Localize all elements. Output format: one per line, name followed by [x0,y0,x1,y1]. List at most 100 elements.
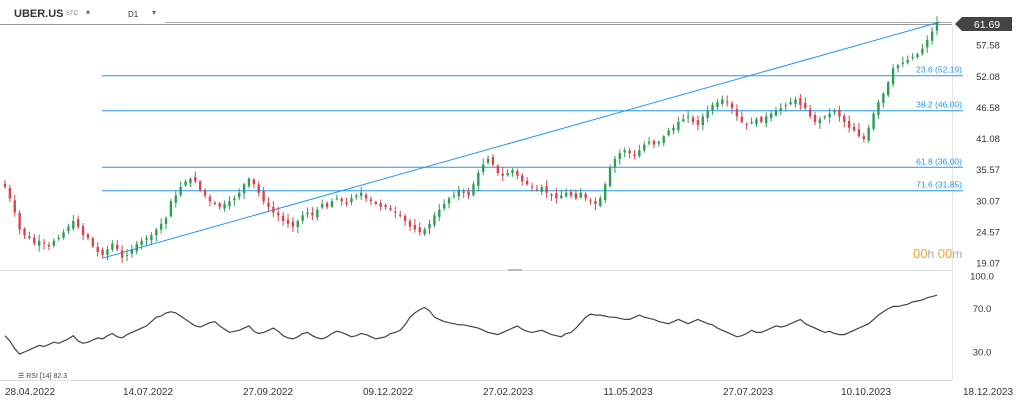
rsi-tick-label: 100.0 [970,272,994,283]
candle-body [852,126,856,131]
candle-body [320,204,324,208]
candle-body [799,98,802,106]
candle-body [647,141,651,144]
trend-line[interactable] [101,21,941,259]
rsi-pane: 100.0 70.0 30.0 [4,272,994,358]
candle-body [574,193,578,199]
candle-body [23,228,26,236]
candle-body [306,212,309,215]
candle-body [686,116,690,118]
candle-body [447,198,451,204]
timer-hours-unit: h [927,247,935,261]
candle-body [28,236,31,238]
candle-body [652,140,656,145]
candle-body [613,158,617,168]
candle-body [228,201,231,207]
candle-body [477,172,480,186]
candle-body [701,116,704,126]
symbol-type: STC [66,11,78,17]
candle-body [111,243,114,250]
candle-body [33,237,36,244]
candle-body [67,226,70,232]
candle-body [843,116,846,123]
timeframe-dropdown-icon[interactable]: ▾ [152,8,157,17]
candle-body [521,175,524,182]
candle-body [364,194,368,199]
candle-body [101,250,104,255]
timer-minutes: 00 [937,246,953,261]
candle-body [267,202,270,207]
candle-body [47,245,51,247]
symbol-dropdown-icon[interactable]: ▾ [86,8,91,17]
candle-body [891,68,895,85]
candle-body [599,198,602,206]
fibonacci-retracement[interactable]: 23.6 (52.19) 38.2 (46.00) 61.8 (36.00) 71.6… [102,22,963,192]
candle-body [81,226,85,236]
candle-body [921,48,924,54]
candle-body [901,62,905,64]
candle-body [145,237,148,240]
candle-body [76,219,80,227]
candle-body [808,109,812,117]
candle-body [769,113,773,119]
candle-body [833,110,836,113]
candle-body [389,208,392,210]
candle-body [930,31,934,41]
candle-body [296,220,299,227]
candle-body [408,221,412,227]
symbol-label[interactable]: UBER.US [14,8,64,20]
rsi-legend[interactable]: ☰ RSI [14] 82.3 [18,372,67,380]
candle-body [735,109,739,117]
candle-body [350,198,353,203]
candle-body [847,120,851,128]
candle-body [716,102,719,107]
candle-body [374,201,378,205]
candle-body [164,218,168,224]
time-tick-label: 11.05.2023 [603,387,653,398]
rsi-legend-text: RSI [14] 82.3 [26,373,68,380]
price-tick-label: 30.07 [976,196,1000,207]
candle-body [179,187,182,195]
candle-body [555,193,558,199]
timeframe-label[interactable]: D1 [128,10,139,19]
candle-timer: 00h 00m [913,246,962,261]
fib-level-label: 71.6 (31.85) [916,180,962,190]
candle-body [579,192,582,198]
candle-body [159,223,163,230]
candle-body [501,173,504,176]
price-tick-label: 52.08 [976,72,1000,83]
candle-body [545,186,548,193]
candle-body [213,202,217,205]
candle-body [667,130,670,136]
candle-body [760,116,763,123]
candle-body [106,249,109,255]
candle-body [828,113,831,118]
candle-body [452,195,456,197]
candle-body [198,181,202,190]
candle-body [935,22,939,31]
candle-body [96,246,99,253]
pane-resize-handle[interactable] [508,269,522,271]
candle-body [399,214,402,216]
price-tick-label: 46.58 [976,103,1000,114]
candle-body [608,167,612,186]
price-tick-label: 19.07 [976,259,1000,270]
candle-body [506,172,509,176]
time-tick-label: 28.04.2022 [5,387,55,398]
candle-body [13,200,16,213]
candle-body [379,202,382,207]
candle-body [423,229,426,235]
candle-body [491,157,495,165]
candle-body [906,59,909,63]
timer-minutes-unit: m [952,247,963,261]
candle-body [155,229,158,236]
candle-body [433,215,436,225]
indicator-menu-icon[interactable]: ☰ [18,373,25,380]
price-tick-label: 35.57 [976,165,1000,176]
candle-body [316,209,319,218]
candle-body [301,215,304,221]
time-tick-label: 27.07.2023 [723,387,773,398]
candle-body [755,119,758,125]
candle-body [862,136,866,139]
